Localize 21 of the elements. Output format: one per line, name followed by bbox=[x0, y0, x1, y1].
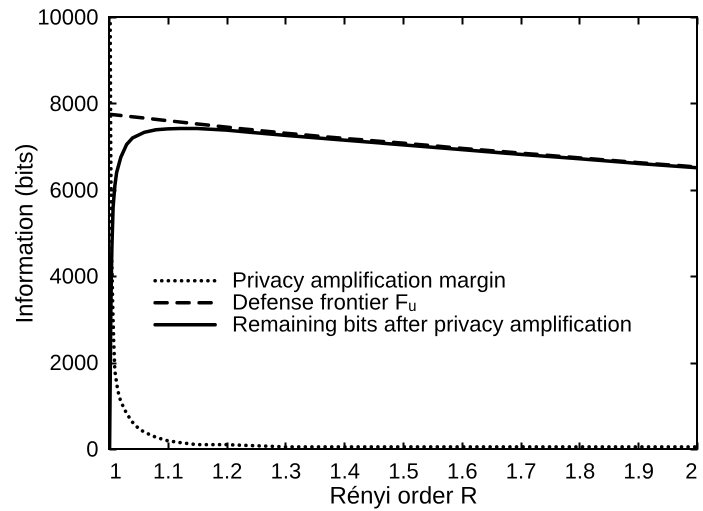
x-tick-label: 1.3 bbox=[270, 458, 302, 484]
x-tick-label: 1.4 bbox=[329, 458, 360, 484]
x-tick-label: 1.1 bbox=[153, 458, 184, 484]
y-tick-label: 0 bbox=[86, 436, 98, 462]
y-tick-label: 6000 bbox=[50, 177, 98, 202]
x-tick-label: 1.6 bbox=[447, 458, 478, 484]
x-tick-label: 2 bbox=[685, 458, 698, 484]
x-tick-label: 1.7 bbox=[506, 458, 536, 484]
x-axis-title: Rényi order R bbox=[329, 482, 478, 510]
y-tick-label: 2000 bbox=[50, 350, 98, 376]
y-tick-label: 8000 bbox=[50, 90, 98, 116]
y-axis-title: Information (bits) bbox=[12, 143, 38, 324]
y-tick-label: 4000 bbox=[50, 264, 98, 289]
y-tick-label: 10000 bbox=[37, 4, 98, 30]
legend-label: Remaining bits after privacy amplification bbox=[232, 312, 632, 337]
x-tick-label: 1.8 bbox=[564, 458, 596, 484]
x-tick-label: 1.5 bbox=[388, 458, 419, 484]
x-tick-label: 1 bbox=[110, 458, 122, 484]
x-tick-label: 1.9 bbox=[623, 458, 654, 484]
legend-label: Privacy amplification margin bbox=[232, 268, 506, 293]
x-tick-label: 1.2 bbox=[212, 458, 242, 484]
